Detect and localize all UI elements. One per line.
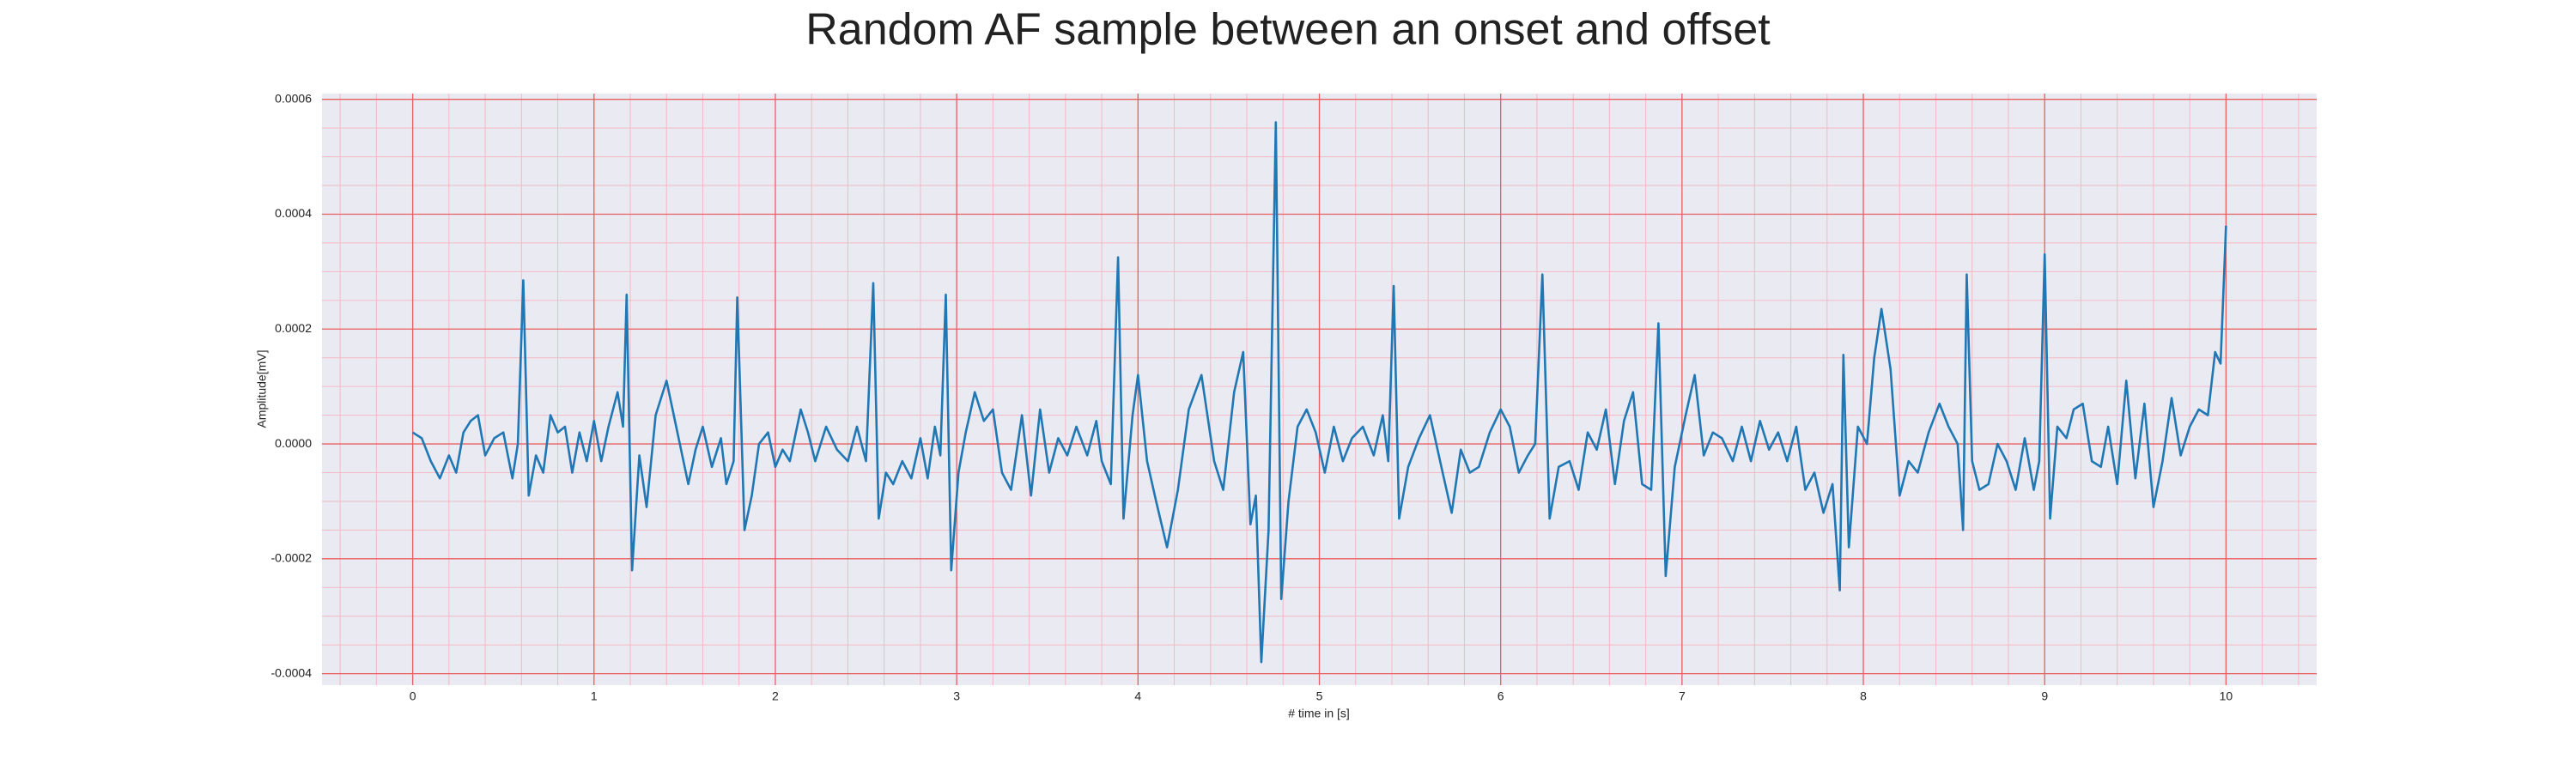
x-tick-label: 9 (2041, 689, 2048, 703)
x-axis-label: # time in [s] (1288, 707, 1350, 720)
y-tick-label: 0.0004 (275, 206, 312, 220)
y-tick-label: -0.0004 (271, 665, 313, 679)
x-tick-label: 10 (2220, 689, 2233, 703)
x-tick-label: 7 (1679, 689, 1686, 703)
x-tick-label: 6 (1498, 689, 1504, 703)
x-tick-label: 0 (410, 689, 416, 703)
y-tick-label: 0.0000 (275, 436, 312, 450)
x-tick-label: 5 (1316, 689, 1323, 703)
data-line (411, 121, 2227, 664)
y-tick-label: -0.0002 (271, 551, 313, 565)
x-tick-label: 4 (1134, 689, 1141, 703)
y-tick-label: 0.0006 (275, 91, 312, 105)
x-tick-label: 1 (591, 689, 598, 703)
chart-title: Random AF sample between an onset and of… (805, 5, 1771, 55)
x-tick-label: 2 (772, 689, 779, 703)
y-axis-label: Amplitude[mV] (255, 349, 269, 428)
y-tick-label: 0.0002 (275, 321, 312, 335)
x-tick-label: 3 (953, 689, 960, 703)
x-tick-label: 8 (1860, 689, 1867, 703)
